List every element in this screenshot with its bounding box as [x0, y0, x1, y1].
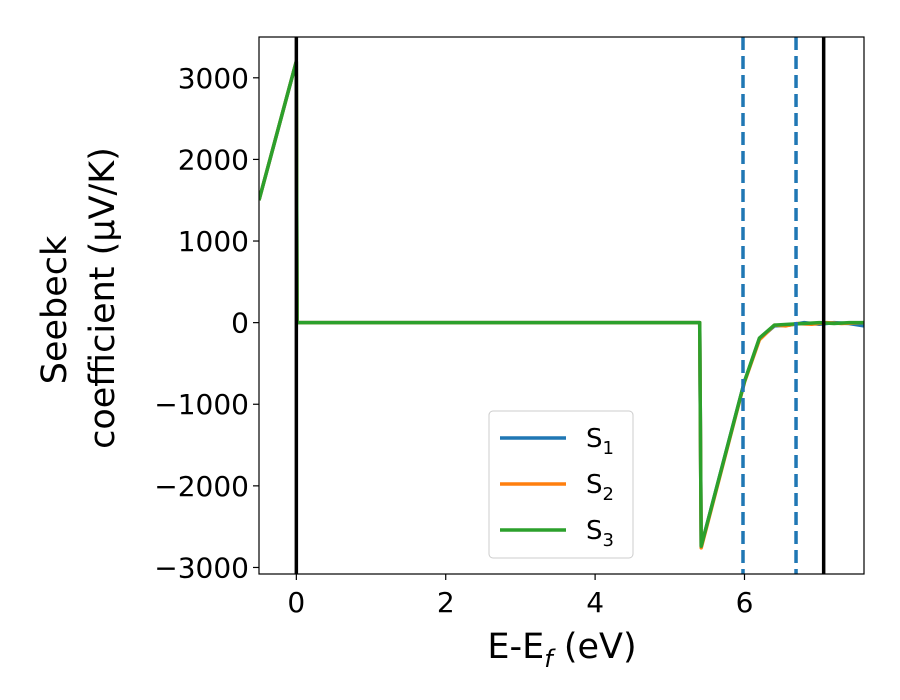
x-axis-title-main: E-E [487, 627, 544, 667]
legend-label-s3: S3 [586, 516, 614, 551]
legend-label-s1: S1 [586, 424, 614, 459]
series-line-s3 [259, 59, 864, 549]
x-tick-label: 4 [586, 586, 604, 619]
y-axis: 3000 2000 1000 0 −1000 −2000 −3000 [154, 62, 259, 584]
vertical-markers [294, 37, 826, 574]
x-axis: 0 2 4 6 [287, 574, 753, 619]
y-tick-label: 0 [231, 307, 249, 340]
y-tick-label: −1000 [154, 388, 249, 421]
y-tick-label: 1000 [178, 225, 249, 258]
plot-frame [258, 36, 865, 575]
x-tick-label: 6 [736, 586, 754, 619]
y-axis-title-line2: coefficient (μV/K) [83, 147, 123, 449]
y-tick-label: −2000 [154, 470, 249, 503]
x-tick-label: 2 [437, 586, 455, 619]
y-tick-label: 3000 [178, 62, 249, 95]
legend-label-s2: S2 [586, 470, 614, 505]
y-tick-label: −3000 [154, 551, 249, 584]
y-tick-label: 2000 [178, 143, 249, 176]
y-axis-title-line1: Seebeck [35, 235, 75, 384]
x-tick-label: 0 [287, 586, 305, 619]
x-axis-title: E-Ef (eV) [487, 627, 636, 673]
x-axis-title-unit: (eV) [553, 627, 637, 667]
legend: S1 S2 S3 [488, 410, 634, 559]
